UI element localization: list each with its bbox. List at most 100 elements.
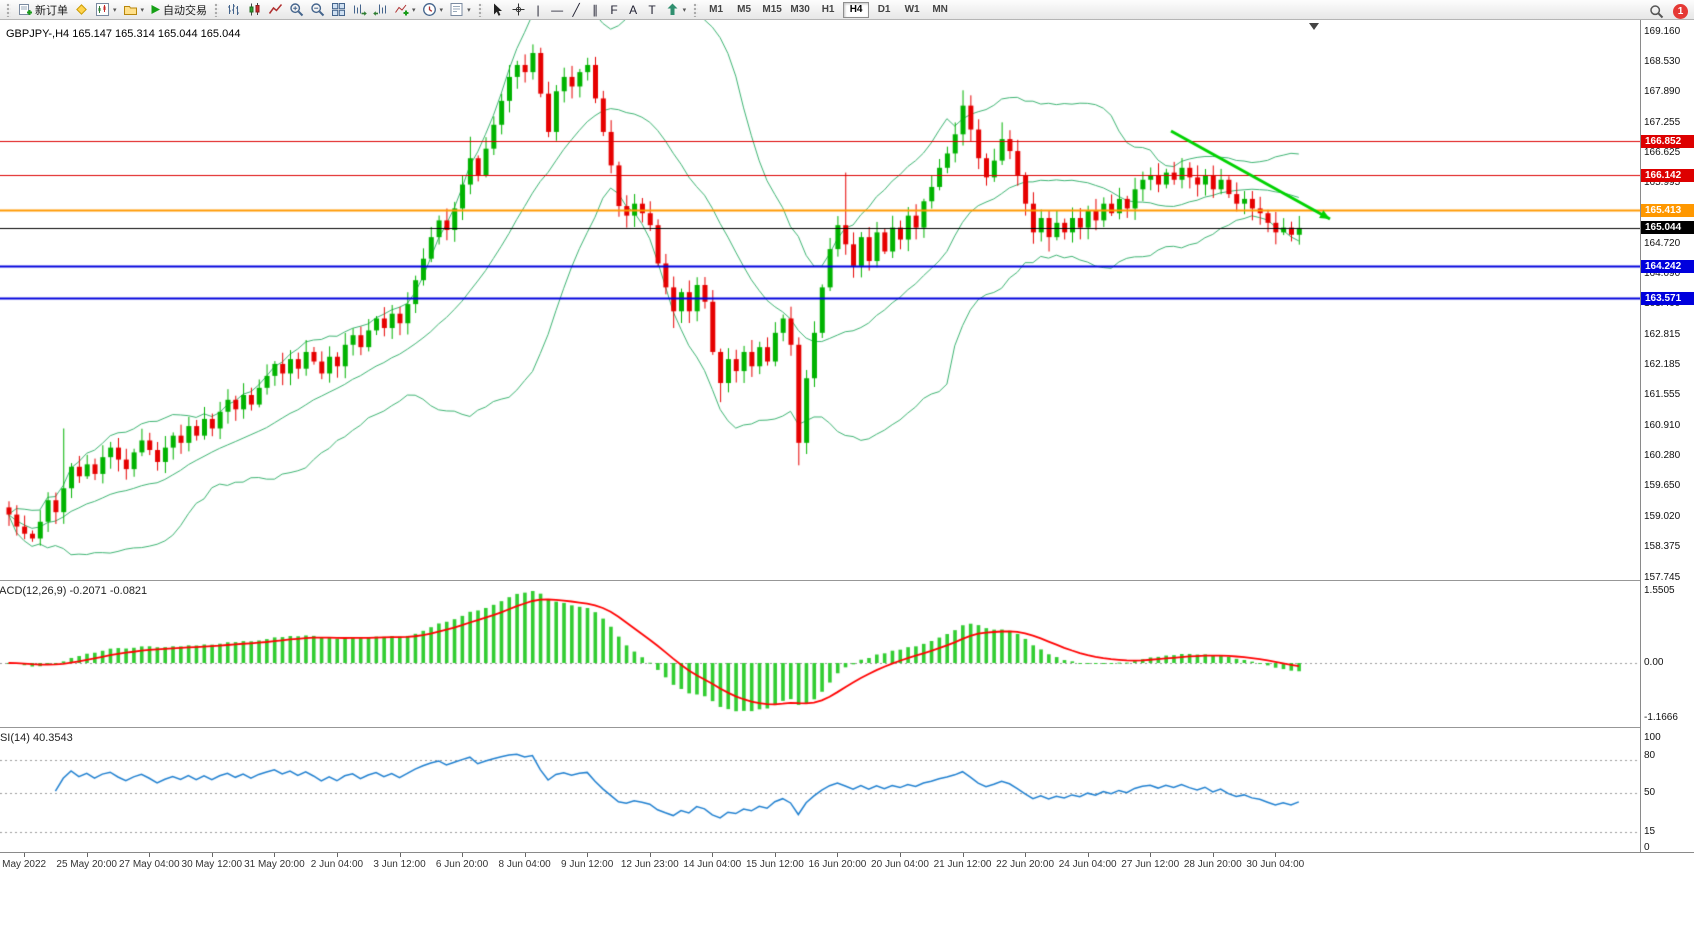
time-axis-label: 6 Jun 20:00 [435,859,489,870]
text-label-button[interactable]: T [643,1,662,19]
time-axis-tick [274,853,276,857]
trendline-button[interactable]: ╱ [567,1,586,19]
time-axis-label: 24 Jun 04:00 [1058,859,1117,870]
indicator-axis-label: 80 [1644,750,1656,761]
new-chart-icon [95,2,110,17]
dropdown-arrow-icon: ▾ [467,6,471,14]
zoom-in-button[interactable] [286,1,307,19]
chart-shift-button[interactable] [370,1,391,19]
indicator-axis-label: 0.00 [1644,657,1664,668]
shapes-button[interactable]: ▾ [662,1,690,19]
toolbar-grip[interactable] [214,2,220,17]
vertical-line-icon: | [536,2,540,17]
indicator-axis-label: 15 [1644,826,1656,837]
button-label: M5 [737,4,752,15]
time-axis-tick [649,853,651,857]
rsi-canvas[interactable] [0,728,1640,852]
auto-scroll-button[interactable] [349,1,370,19]
main-chart-canvas[interactable] [0,20,1640,580]
time-axis-tick [837,853,839,857]
new-chart-button[interactable]: ▾ [92,1,120,19]
timeframe-h4-button[interactable]: H4 [843,1,870,18]
magnifier-icon [1649,4,1664,19]
timeframe-h1-button[interactable]: H1 [815,2,841,18]
zoom-out-icon [310,2,325,17]
button-label: H4 [849,4,863,15]
indicators-icon [394,2,409,17]
indicator-axis-label: 1.5505 [1644,585,1675,596]
zoom-out-button[interactable] [307,1,328,19]
templates-button[interactable]: ▾ [446,1,474,19]
fibonacci-button[interactable]: F [605,1,624,19]
time-axis-tick [211,853,213,857]
metaeditor-button[interactable] [71,1,92,19]
price-scale[interactable]: 169.160 168.530 167.890 167.255 166.625 165.9… [1640,20,1694,853]
text-button[interactable]: A [624,1,643,19]
time-scale[interactable]: May 2022 25 May 20:00 27 May 04:00 30 May 1… [0,852,1694,941]
candles-icon [247,2,262,17]
rsi-value: 40.3543 [32,732,73,744]
timeframe-mn-button[interactable]: MN [927,2,953,18]
line-chart-button[interactable] [265,1,286,19]
crosshair-icon [511,2,526,17]
time-axis-tick [524,853,526,857]
time-axis-label: May 2022 [2,859,47,870]
price-level-label: 164.242 [1641,259,1694,273]
button-label: M1 [709,4,724,15]
price-level-label: 166.142 [1641,168,1694,182]
time-axis-tick [1025,853,1027,857]
price-axis-label: 160.910 [1644,420,1681,432]
new-order-button[interactable]: 新订单 [15,1,71,19]
clock-icon [422,2,437,17]
chart-shift-marker[interactable] [1309,23,1319,30]
toolbar-grip[interactable] [693,2,699,17]
time-axis-tick [774,853,776,857]
zoom-in-icon [289,2,304,17]
crosshair-button[interactable] [508,1,529,19]
timeframe-m15-button[interactable]: M15 [759,2,785,18]
tile-windows-button[interactable] [328,1,349,19]
vertical-line-button[interactable]: | [529,1,548,19]
time-axis-label: 30 May 12:00 [181,859,243,870]
toolbar: 新订单 ▾ ▾ 自动交易 ▾ ▾ ▾ | — ╱ ∥ F A T ▾ M1 M5 M15 M30 H1 H4 D1 W1 MN [0,0,1694,20]
timeframe-d1-button[interactable]: D1 [871,2,897,18]
rsi-name: RSI(14) [0,732,30,744]
time-axis-label: 2 Jun 04:00 [310,859,364,870]
bar-chart-button[interactable] [223,1,244,19]
price-level-label: 163.571 [1641,291,1694,305]
timeframe-w1-button[interactable]: W1 [899,2,925,18]
periods-button[interactable]: ▾ [419,1,447,19]
price-axis-label: 164.090 [1644,268,1681,279]
channel-button[interactable]: ∥ [586,1,605,19]
horizontal-line-icon: — [551,2,564,17]
notification-badge[interactable]: 1 [1673,3,1688,19]
price-axis-label: 160.280 [1644,450,1681,462]
time-axis-tick [399,853,401,857]
price-axis-label: 162.185 [1644,359,1681,371]
rsi-panel: RSI(14) 40.3543 [0,727,1640,852]
candlestick-chart-button[interactable] [244,1,265,19]
timeframe-m5-button[interactable]: M5 [731,2,757,18]
indicators-button[interactable]: ▾ [391,1,419,19]
dropdown-arrow-icon: ▾ [439,6,444,14]
autotrading-button[interactable]: 自动交易 [147,1,210,19]
shift-icon [373,2,388,17]
timeframe-m30-button[interactable]: M30 [787,2,813,18]
search-button[interactable] [1646,2,1667,20]
dropdown-arrow-icon: ▾ [412,6,416,14]
macd-main-value: -0.2071 [69,585,107,597]
timeframe-m1-button[interactable]: M1 [703,2,729,18]
text-icon: A [629,2,638,17]
time-axis-tick [1275,853,1277,857]
profiles-button[interactable]: ▾ [120,1,148,19]
toolbar-grip[interactable] [477,2,483,17]
horizontal-line-button[interactable]: — [548,1,567,19]
macd-canvas[interactable] [0,581,1640,727]
toolbar-grip[interactable] [6,2,11,17]
main-chart-panel: GBPJPY-,H4 165.147 165.314 165.044 165.0… [0,20,1640,580]
indicator-axis-label: 100 [1644,732,1661,743]
time-axis-tick [149,853,151,857]
time-axis-label: 15 Jun 12:00 [745,859,804,870]
cursor-button[interactable] [487,1,508,19]
